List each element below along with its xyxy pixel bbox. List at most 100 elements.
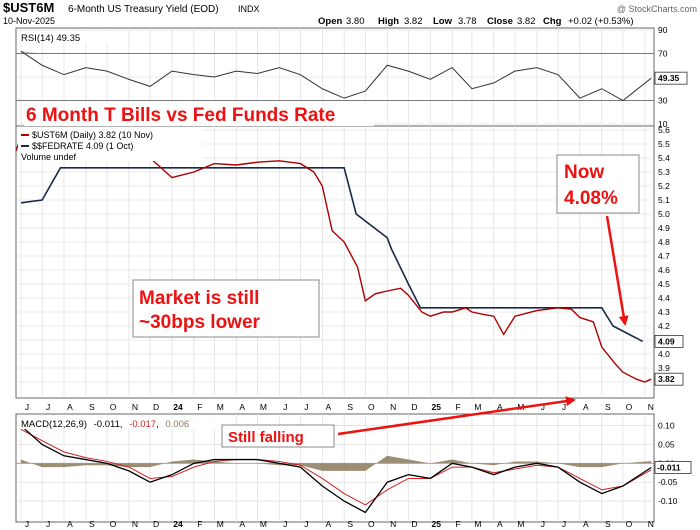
price-tick-label: 5.2 xyxy=(658,181,670,191)
price-tick-label: 4.4 xyxy=(658,293,670,303)
x-tick-label-bottom: D xyxy=(411,519,417,529)
x-tick-label-bottom: S xyxy=(347,519,353,529)
ust6m-line xyxy=(15,132,652,383)
x-tick-label: O xyxy=(626,402,633,412)
macd-legend-hist: 0.006 xyxy=(165,419,189,430)
x-tick-label: J xyxy=(304,402,308,412)
macd-legend-bg xyxy=(19,417,224,429)
x-tick-label-bottom: F xyxy=(456,519,461,529)
price-tick-label: 4.9 xyxy=(658,223,670,233)
x-tick-label: N xyxy=(132,402,138,412)
x-axis: J J J J A A S S O O N N D D 24 24 F F M M A A M M J J J J A A S S O O N N D D… xyxy=(25,402,654,529)
still-falling-box xyxy=(221,424,335,448)
macd-legend: MACD(12,26,9) -0.011, -0.017, 0.006 xyxy=(19,417,224,430)
rsi-tick-label: 90 xyxy=(658,25,668,35)
x-tick-label: S xyxy=(89,402,95,412)
symbol-name: 6-Month US Treasury Yield (EOD) xyxy=(68,4,219,15)
x-tick-label-bottom: J xyxy=(283,519,287,529)
x-tick-label-bottom: A xyxy=(325,519,331,529)
x-tick-label-bottom: A xyxy=(497,519,503,529)
ust6m-current-label: 3.82 xyxy=(658,374,675,384)
price-tick-label: 5.6 xyxy=(658,125,670,135)
price-tick-label: 4.8 xyxy=(658,237,670,247)
macd-series xyxy=(16,425,654,514)
low-label: Low xyxy=(433,16,453,27)
rsi-legend-bg xyxy=(19,31,115,43)
rsi-legend-text: RSI(14) 49.35 xyxy=(21,33,80,44)
price-tick-label: 4.6 xyxy=(658,265,670,275)
x-tick-label: S xyxy=(347,402,353,412)
x-tick-label: A xyxy=(239,402,245,412)
ust6m-current-badge xyxy=(654,372,684,386)
price-tick-label: 4.2 xyxy=(658,321,670,331)
exchange: INDX xyxy=(238,4,260,14)
price-legend: $UST6M (Daily) 3.82 (10 Nov) $$FEDRATE 4… xyxy=(18,128,203,162)
x-tick-label-bottom: O xyxy=(626,519,633,529)
rsi-axis: 907050301049.35 xyxy=(16,25,688,129)
legend-fedrate: $$FEDRATE 4.09 (1 Oct) xyxy=(32,141,133,151)
rsi-tick-label: 70 xyxy=(658,49,668,59)
macd-tick-label: 0.05 xyxy=(658,439,675,449)
now-arrow xyxy=(605,215,629,326)
price-tick-label: 5.3 xyxy=(658,167,670,177)
x-tick-label-bottom: J xyxy=(304,519,308,529)
macd-legend-macd: -0.011 xyxy=(94,419,120,430)
rsi-current-badge xyxy=(654,71,688,85)
x-tick-label: N xyxy=(648,402,654,412)
rsi-current-label: 49.35 xyxy=(658,73,680,83)
x-tick-label-bottom: A xyxy=(67,519,73,529)
macd-legend-label: MACD(12,26,9) xyxy=(21,419,87,430)
annotation-title: 6 Month T Bills vs Fed Funds Rate xyxy=(26,105,335,126)
x-tick-label-bottom: A xyxy=(583,519,589,529)
chg-label: Chg xyxy=(543,16,562,27)
x-tick-label-bottom: N xyxy=(390,519,396,529)
price-panel xyxy=(15,125,655,399)
fedrate-current-badge xyxy=(654,334,684,348)
market-text-line2: ~30bps lower xyxy=(139,312,261,333)
x-tick-label: J xyxy=(562,402,566,412)
price-tick-label: 4.0 xyxy=(658,349,670,359)
x-tick-label-bottom: D xyxy=(153,519,159,529)
price-tick-label: 3.9 xyxy=(658,363,670,373)
x-tick-label-bottom: 24 xyxy=(173,519,183,529)
x-tick-label: A xyxy=(325,402,331,412)
x-tick-label: D xyxy=(153,402,159,412)
rsi-tick-label: 10 xyxy=(658,119,668,129)
macd-current-label: -0.011 xyxy=(657,462,681,472)
macd-tick-label: -0.10 xyxy=(658,496,678,506)
watermark: @ StockCharts.com xyxy=(617,4,697,14)
annotations: 6 Month T Bills vs Fed Funds Rate Market… xyxy=(24,102,640,448)
close-label: Close xyxy=(487,16,513,27)
still-falling-text: Still falling xyxy=(228,429,304,446)
title-bg xyxy=(24,102,374,126)
still-falling-arrow xyxy=(337,396,576,436)
x-tick-label: M xyxy=(260,402,267,412)
x-tick-label-bottom: J xyxy=(541,519,545,529)
chg-value: +0.02 (+0.53%) xyxy=(568,16,634,27)
macd-legend-signal: -0.017 xyxy=(129,419,156,430)
high-label: High xyxy=(378,16,399,27)
date: 10-Nov-2025 xyxy=(3,16,55,26)
x-tick-label: M xyxy=(217,402,224,412)
price-tick-label: 5.1 xyxy=(658,195,670,205)
rsi-series xyxy=(20,50,652,102)
fedrate-current-label: 4.09 xyxy=(658,336,675,346)
x-tick-label: O xyxy=(368,402,375,412)
now-text-line1: Now xyxy=(564,162,604,183)
open-value: 3.80 xyxy=(346,16,365,27)
low-value: 3.78 xyxy=(458,16,477,27)
x-tick-label: O xyxy=(110,402,117,412)
x-tick-label: A xyxy=(497,402,503,412)
x-tick-label-bottom: N xyxy=(648,519,654,529)
macd-line xyxy=(20,425,652,514)
price-tick-label: 5.0 xyxy=(658,209,670,219)
x-tick-label: J xyxy=(25,402,29,412)
close-value: 3.82 xyxy=(517,16,536,27)
now-text-line2: 4.08% xyxy=(564,188,618,209)
fedrate-line xyxy=(20,167,644,343)
x-tick-label-bottom: J xyxy=(25,519,29,529)
market-box xyxy=(132,279,320,338)
price-tick-label: 5.5 xyxy=(658,139,670,149)
x-tick-label: N xyxy=(390,402,396,412)
macd-legend-text: MACD(12,26,9) -0.011, -0.017, 0.006 xyxy=(21,419,189,430)
